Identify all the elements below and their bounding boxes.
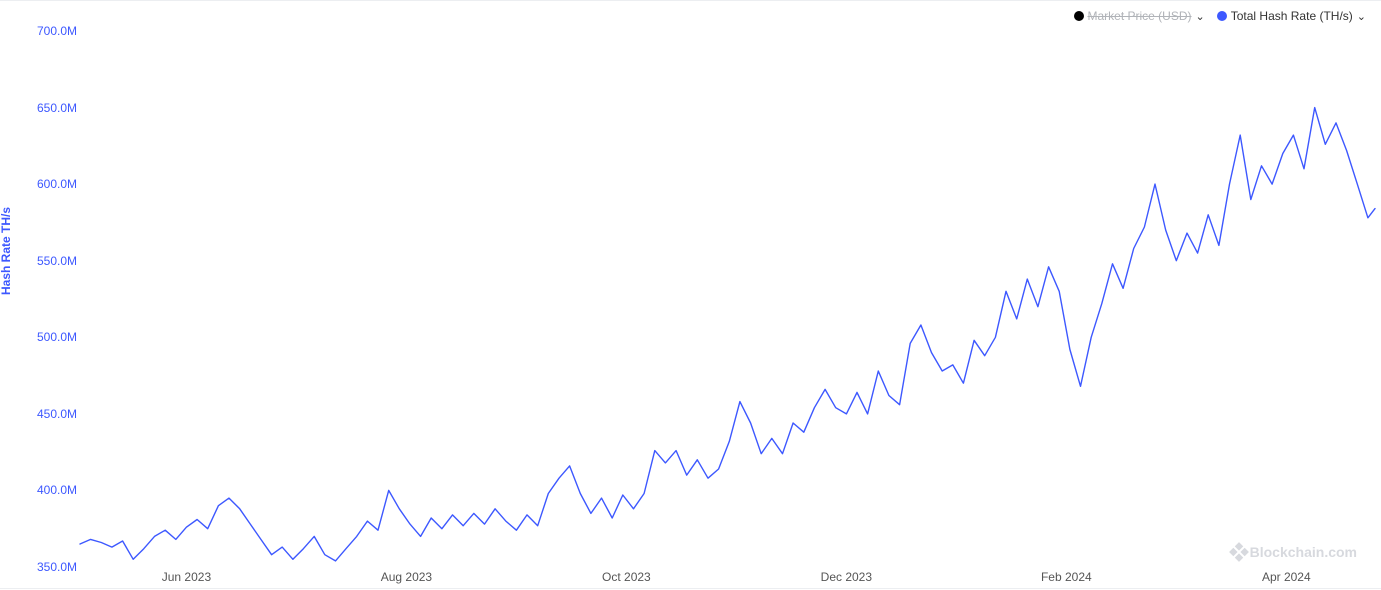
series-line[interactable]	[80, 108, 1375, 561]
watermark: Blockchain.com	[1232, 544, 1357, 560]
watermark-text: Blockchain.com	[1250, 544, 1357, 560]
hash-rate-chart: Market Price (USD)⌄Total Hash Rate (TH/s…	[0, 0, 1381, 589]
blockchain-logo-icon	[1229, 542, 1249, 562]
chart-plot-area[interactable]	[0, 1, 1381, 590]
